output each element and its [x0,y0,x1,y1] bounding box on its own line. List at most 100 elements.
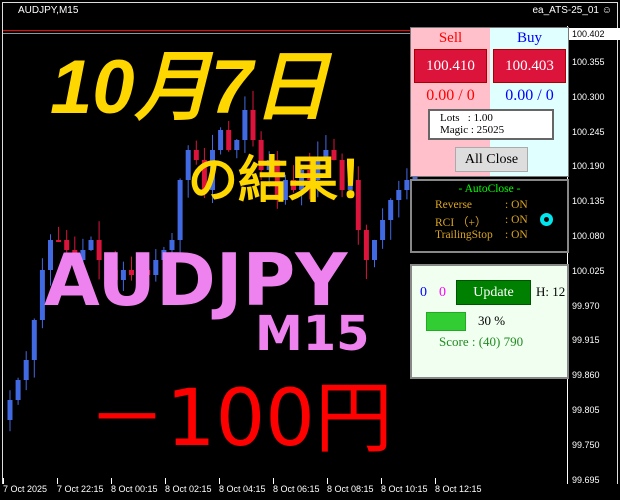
candle-body [323,150,329,160]
overlay-profit: －100円 [88,374,393,464]
candle-body [266,160,272,170]
candle-body [307,170,313,180]
candle-body [7,400,13,420]
candle-body [64,240,70,250]
ea-name: ea_ATS-25_01 ☺ [532,5,612,16]
candle-body [258,140,264,170]
candle-body [88,240,94,250]
time-tick [219,478,220,484]
time-label: 8 Oct 04:15 [219,484,266,494]
candle-body [347,180,353,190]
all-close-button[interactable]: All Close [455,147,528,172]
update-button[interactable]: Update [456,280,531,305]
buy-pl: 0.00 / 0 [505,87,554,104]
candle-body [161,250,167,260]
candle-body [145,270,151,275]
lots-magic-box: Lots : 1.00 Magic : 25025 [428,109,554,140]
candle-body [234,140,240,150]
candle-body [380,220,386,240]
candle-body [15,380,21,400]
ask-line [3,30,567,31]
time-tick [57,478,58,484]
candle-body [299,170,305,190]
sell-pl: 0.00 / 0 [426,87,475,104]
candle-body [372,240,377,260]
buy-label: Buy [516,30,542,46]
ring-icon [540,213,553,226]
time-label: 7 Oct 2025 [3,484,48,494]
price-label: 100.190 [572,161,605,172]
autoclose-value: : ON [505,229,528,241]
time-label: 8 Oct 12:15 [435,484,482,494]
price-label: 99.805 [572,405,600,415]
candle-body [80,250,86,260]
overlay-pair: AUDJPY [44,238,348,322]
price-label: 99.750 [572,439,600,450]
price-label: 99.695 [572,474,600,485]
candle-body [218,130,224,150]
price-axis [567,26,568,484]
chart-symbol-title: AUDJPY,M15 [18,5,79,16]
overlay-result: の結果！ [188,152,388,208]
candle-body [291,180,296,190]
candle-body [363,230,369,260]
progress-bar [426,312,466,331]
time-tick [3,478,4,484]
candle-body [153,260,159,275]
count-blue: 0 [420,285,427,300]
candle-body [242,110,248,140]
candle-body [177,180,183,240]
candle-body [388,200,394,220]
chart-frame [2,2,618,484]
candle-body [355,180,361,230]
bid-line [3,33,567,34]
time-label: 8 Oct 06:15 [273,484,320,494]
candle-body [185,150,191,180]
candle-body [39,270,45,320]
price-label: 100.355 [572,57,605,67]
price-label: 99.970 [572,300,600,311]
candle-body [129,270,134,275]
time-tick [327,478,328,484]
time-label: 8 Oct 00:15 [111,484,158,494]
status-panel: 0 0 Update H: 12 30 % Score : (40) 790 [410,264,569,379]
candle-body [72,250,78,260]
hours-label: H: 12 [536,284,566,299]
candle-body [274,160,280,200]
score-label: Score : (40) 790 [439,334,524,349]
magic-value: Magic : 25025 [440,124,505,136]
candle-body [96,240,102,260]
candle-body [282,180,288,200]
price-label: 100.080 [572,231,605,241]
candlestick-chart[interactable] [3,34,567,480]
sell-button[interactable]: 100.410 [414,49,487,83]
candle-body [315,160,321,180]
price-label: 99.860 [572,370,600,381]
candle-body [112,270,118,280]
autoclose-value: : ON [505,199,528,211]
time-tick [435,478,436,484]
candle-body [23,360,29,380]
smiley-icon: ☺ [601,5,612,16]
candle-body [31,320,37,360]
time-tick [111,478,112,484]
candle-body [201,160,207,190]
candle-body [396,190,402,200]
price-label: 100.135 [572,196,605,207]
autoclose-name: RCI （+） [435,217,487,229]
time-label: 8 Oct 02:15 [165,484,212,494]
sell-label: Sell [438,30,463,46]
time-tick [381,478,382,484]
candle-body [404,180,410,190]
price-label: 99.915 [572,335,600,346]
autoclose-value: : ON [505,214,528,226]
candle-body [210,150,215,190]
candle-body [56,240,62,242]
candle-body [250,110,256,140]
lots-value: Lots : 1.00 [440,112,493,124]
overlay-timeframe: M15 [255,306,370,362]
candle-body [226,130,232,150]
buy-button[interactable]: 100.403 [493,49,566,83]
autoclose-name: TrailingStop [435,229,493,241]
candle-body [104,260,110,270]
